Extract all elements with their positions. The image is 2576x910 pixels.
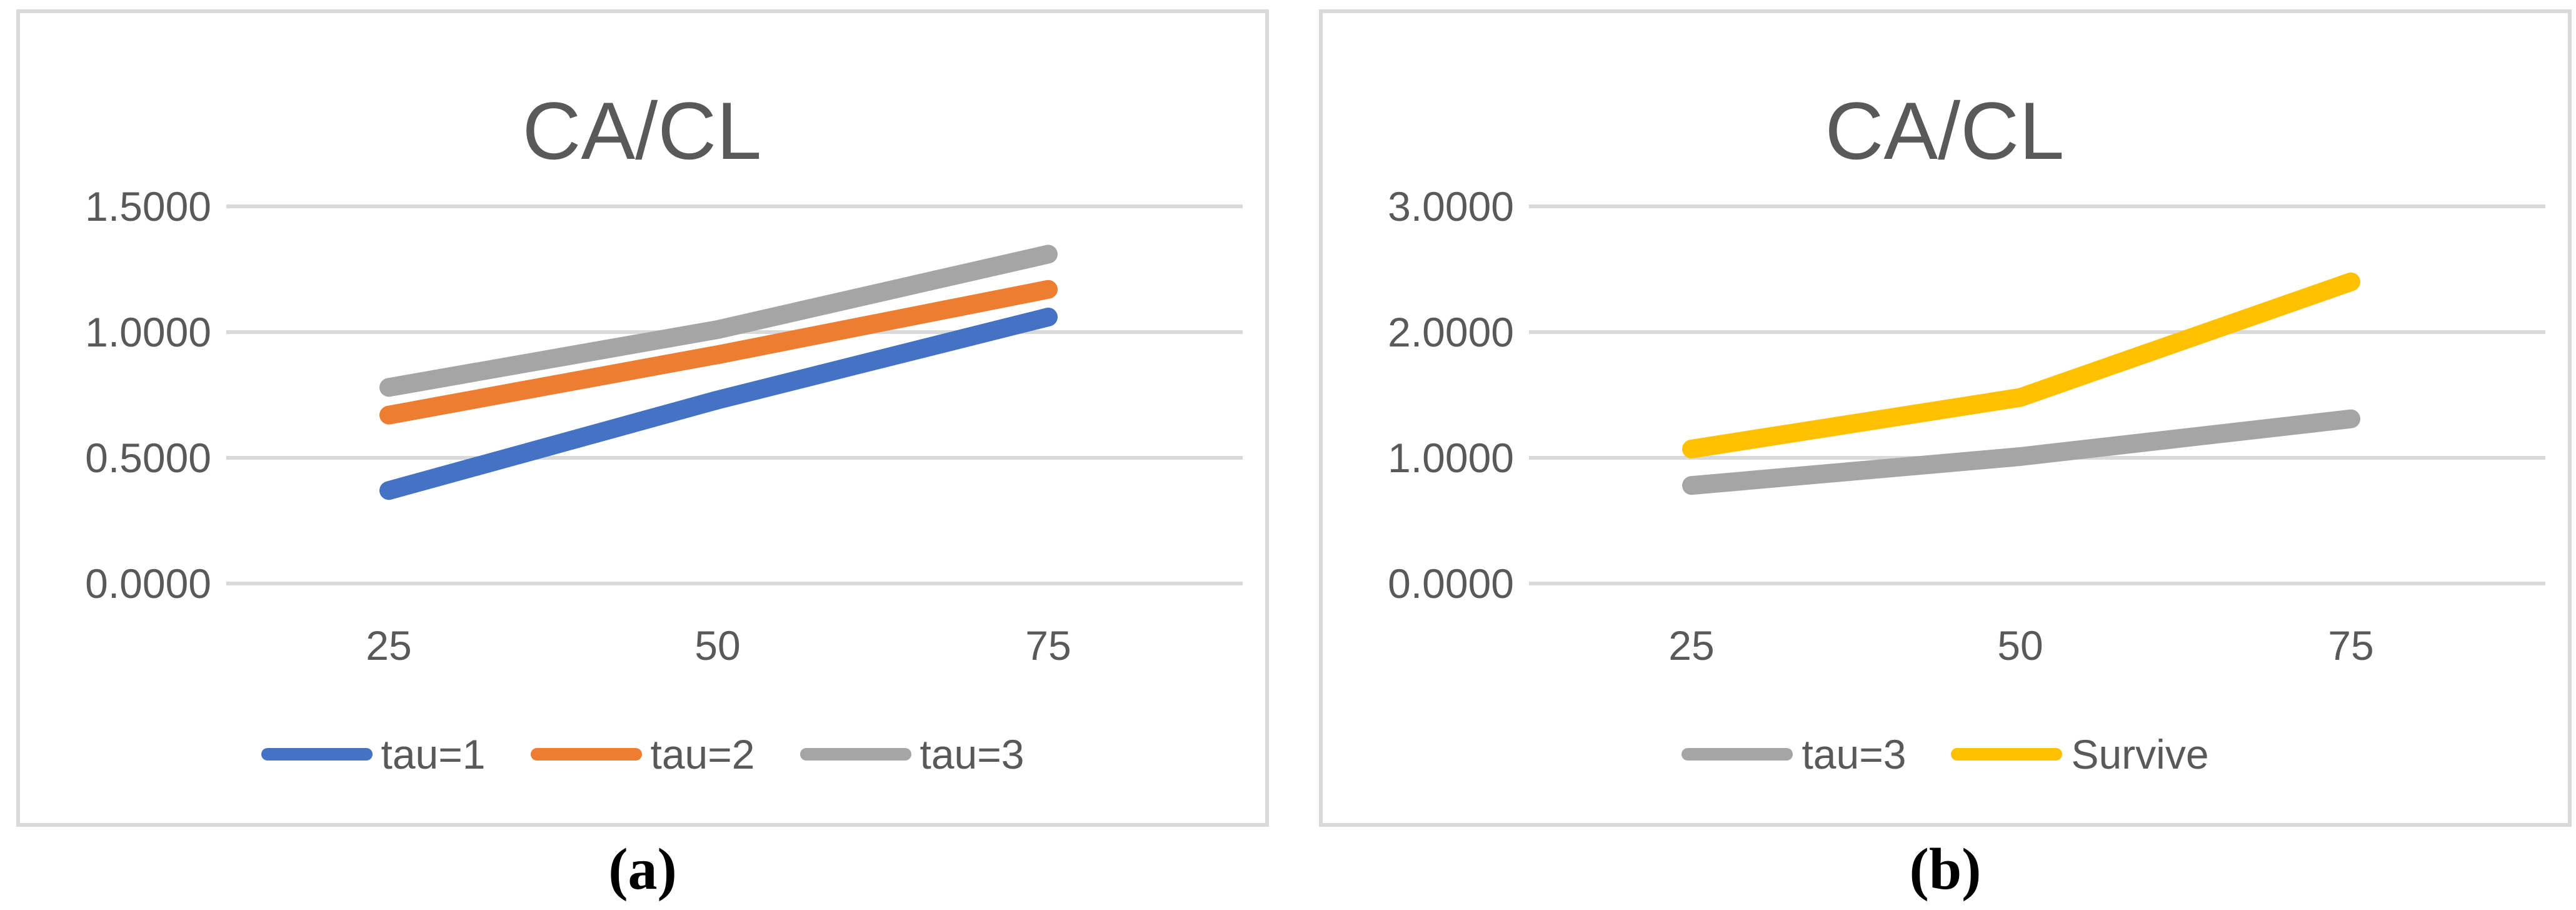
legend-b: tau=3 Survive (1323, 726, 2568, 782)
y-tick-label: 1.0000 (1388, 435, 1514, 481)
series-line-tau-1 (379, 307, 1058, 500)
caption-a: (a) (608, 837, 677, 902)
chart-title: CA/CL (523, 85, 762, 176)
legend-label: Survive (2071, 731, 2209, 777)
x-tick-label: 50 (1997, 622, 2043, 669)
line-chart-a: CA/CL 1.5000 1.0000 0.5000 0.0000 25 50 75 (85, 85, 1243, 669)
legend-item-tau-3: tau=3 (799, 731, 1025, 778)
chart-panel-a: CA/CL 1.5000 1.0000 0.5000 0.0000 25 50 75 tau=… (16, 9, 1269, 827)
y-tick-label: 0.5000 (85, 435, 211, 481)
y-tick-label: 1.0000 (85, 309, 211, 355)
y-tick-label: 3.0000 (1388, 183, 1514, 230)
x-tick-label: 75 (2328, 622, 2373, 669)
x-tick-label: 25 (1668, 622, 1714, 669)
legend-label: tau=3 (920, 731, 1025, 777)
y-tick-label: 0.0000 (1388, 560, 1514, 607)
line-chart-b: CA/CL 3.0000 2.0000 1.0000 0.0000 25 50 75 (1388, 85, 2545, 669)
legend-swatch (261, 748, 373, 761)
x-tick-label: 25 (366, 622, 411, 669)
legend-swatch (1951, 748, 2063, 761)
y-tick-label: 1.5000 (85, 183, 211, 230)
legend-a: tau=1 tau=2 tau=3 (20, 726, 1265, 782)
series-line-tau-2 (379, 280, 1058, 425)
caption-b: (b) (1909, 837, 1982, 902)
y-tick-label: 0.0000 (85, 560, 211, 607)
legend-swatch (530, 748, 642, 761)
chart-title: CA/CL (1825, 85, 2065, 176)
x-tick-label: 75 (1025, 622, 1071, 669)
legend-label: tau=1 (381, 731, 486, 777)
legend-item-tau-1: tau=1 (261, 731, 486, 778)
legend-label: tau=3 (1802, 731, 1907, 777)
y-tick-label: 2.0000 (1388, 309, 1514, 355)
legend-swatch (1681, 748, 1793, 761)
chart-panel-b: CA/CL 3.0000 2.0000 1.0000 0.0000 25 50 75 tau=… (1319, 9, 2572, 827)
legend-item-tau-2: tau=2 (530, 731, 755, 778)
series-line-tau-3 (1682, 409, 2360, 495)
legend-item-survive: Survive (1951, 731, 2209, 778)
legend-label: tau=2 (650, 731, 755, 777)
series-line-survive (1682, 272, 2360, 458)
legend-swatch (799, 748, 911, 761)
legend-item-tau-3: tau=3 (1681, 731, 1906, 778)
x-tick-label: 50 (694, 622, 740, 669)
series-line-tau-3 (379, 245, 1058, 397)
